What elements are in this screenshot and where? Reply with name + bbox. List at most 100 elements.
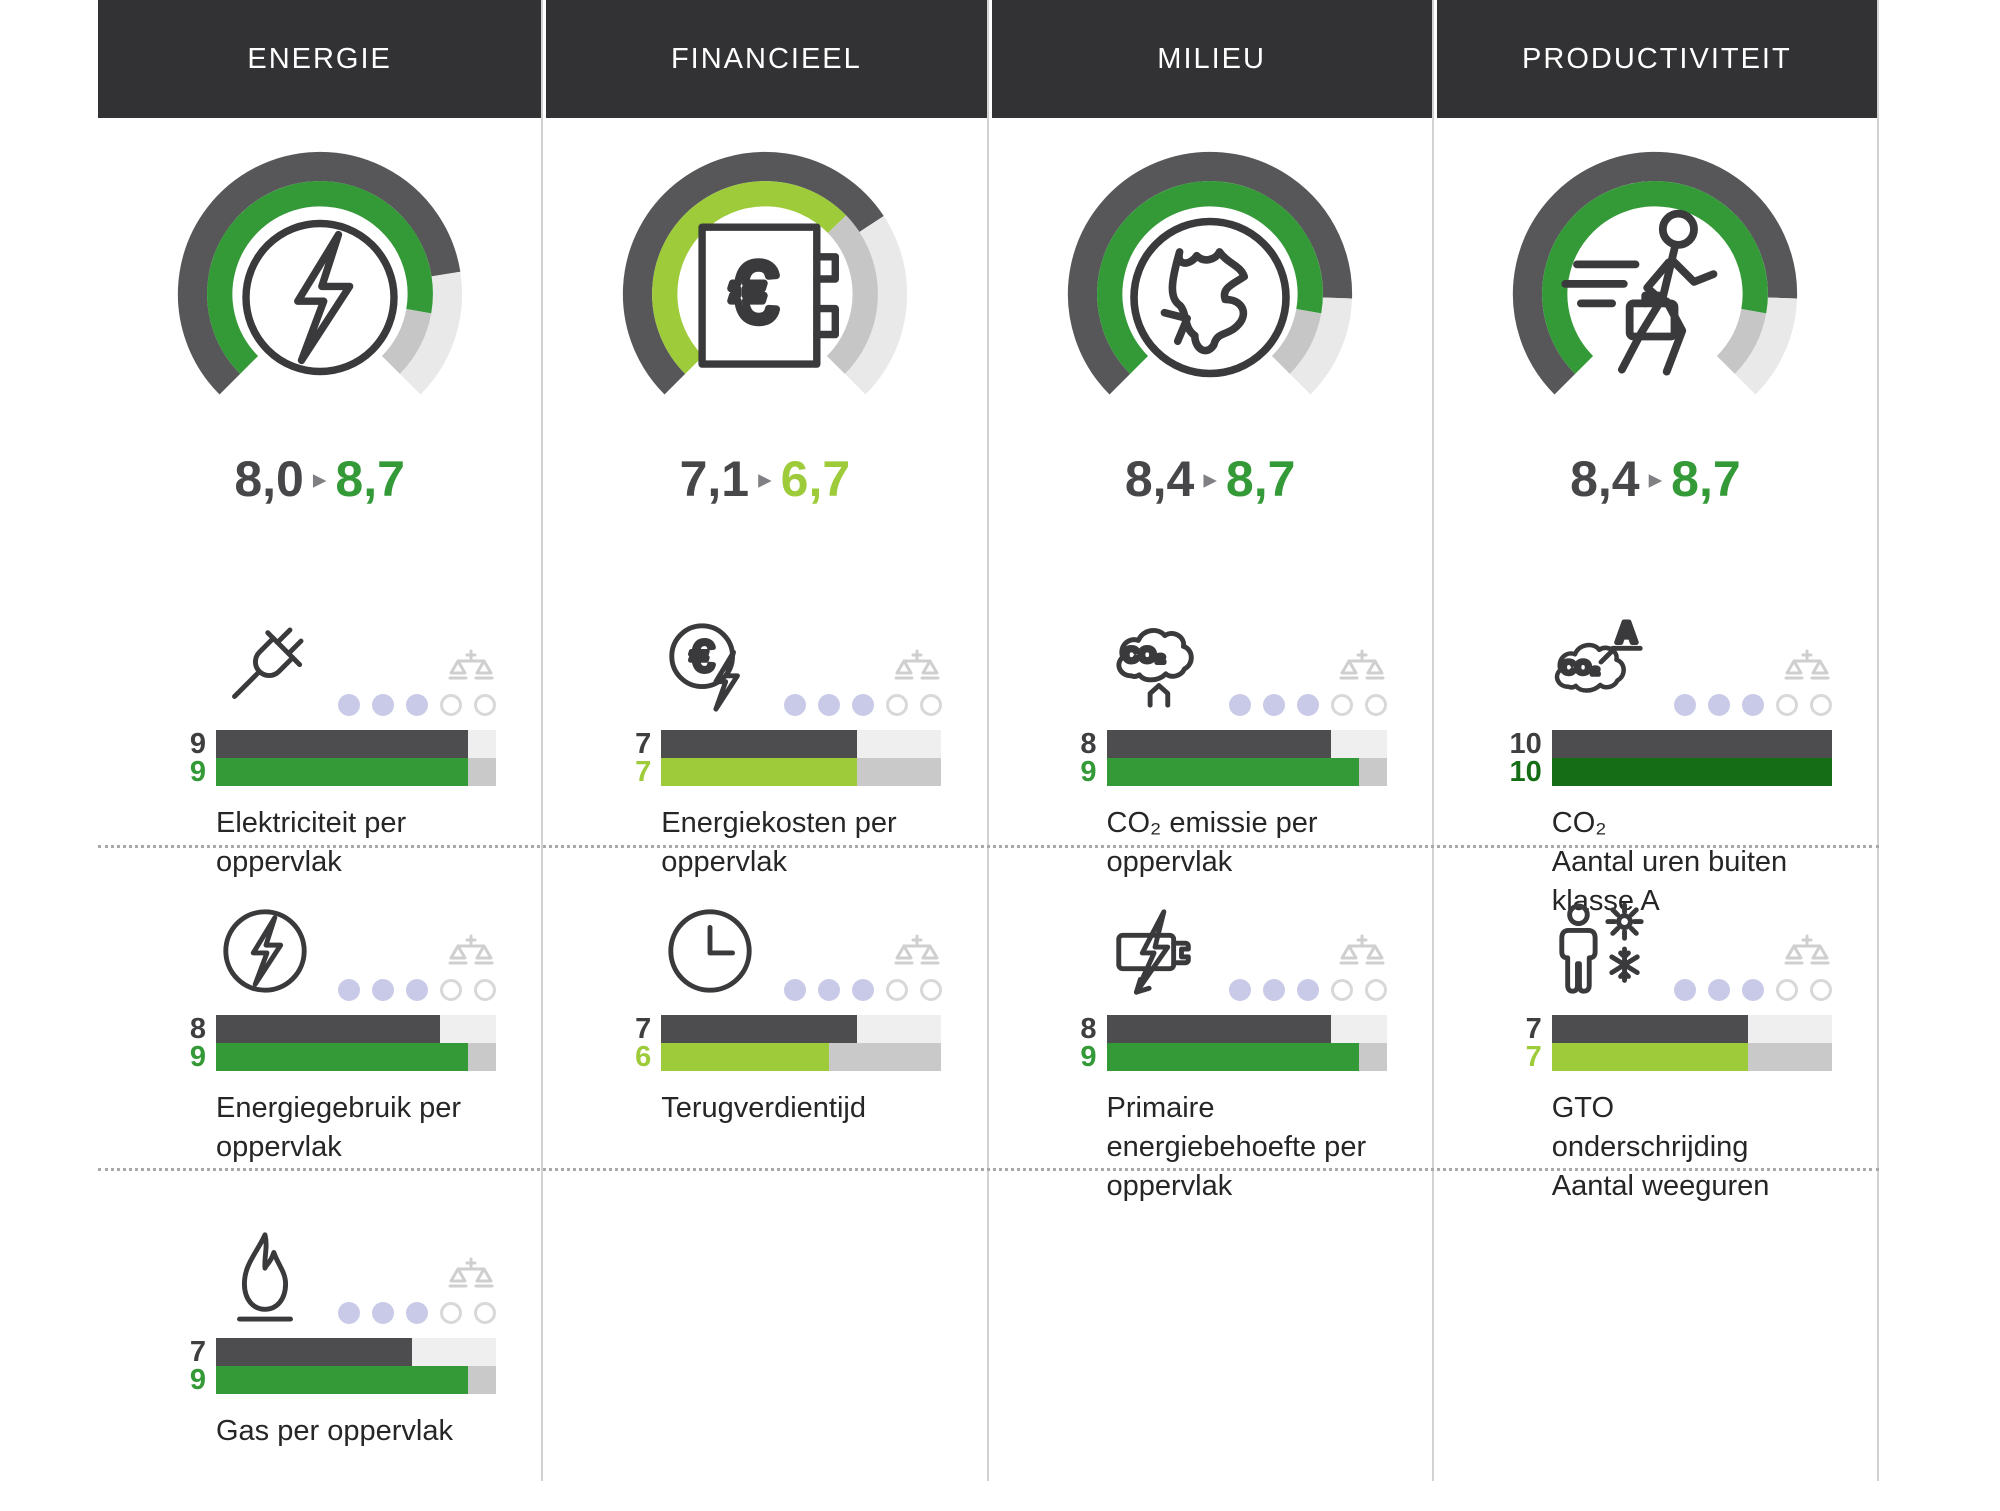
dot-empty (1810, 694, 1832, 716)
old-score: 7 (635, 728, 652, 760)
new-score: 7 (635, 756, 652, 788)
rating-dots (1228, 694, 1387, 716)
globe-icon (1115, 202, 1305, 397)
old-score: 8 (189, 1013, 206, 1045)
old-score: 8 (1080, 1013, 1097, 1045)
column-header-milieu: MILIEU (988, 0, 1432, 118)
score-bars: 8 9 (162, 1013, 496, 1073)
old-score: 7 (1525, 1013, 1542, 1045)
indicator-elektriciteit: 9 9 Elektriciteit per oppervlak (98, 590, 541, 878)
gauge-arc-financieel (622, 151, 907, 395)
column-productiviteit: PRODUCTIVITEIT 8,4 ▸ 8,7 (1433, 0, 1879, 1481)
dot-empty (919, 979, 942, 1001)
dot-filled (1296, 694, 1319, 716)
score-bars: 8 9 (1053, 1013, 1387, 1072)
gauge-arc-energie (177, 151, 462, 395)
column-header-financieel: FINANCIEEL (543, 0, 987, 118)
gauge-scores: 7,1 ▸ 6,7 (543, 450, 986, 508)
new-score: 10 (1509, 756, 1542, 788)
old-score: 10 (1509, 728, 1542, 760)
indicator-label: CO₂ emissie per oppervlak (1106, 807, 1318, 879)
gauge-arc-productiviteit (1513, 151, 1798, 395)
column-milieu: MILIEU 8,4 ▸ 8,7 (988, 0, 1434, 1481)
rating-dots (1228, 979, 1387, 1001)
benchmark-scale-icon (448, 934, 494, 965)
dot-empty (919, 694, 942, 716)
column-financieel: FINANCIEEL 7,1 ▸ 6,7 (543, 0, 989, 1481)
dot-filled (338, 1302, 361, 1324)
arrow-right-icon: ▸ (1648, 464, 1663, 494)
indicator-gas: 7 9 Gas per oppervlak (98, 1198, 541, 1511)
dot-empty (1810, 979, 1832, 1001)
indicator-label: CO₂ Aantal uren buiten klasse A (1551, 807, 1788, 918)
benchmark-scale-icon (1339, 934, 1385, 965)
dotted-separator (98, 1168, 1879, 1171)
dot-empty (885, 694, 908, 716)
dot-filled (1228, 694, 1251, 716)
dot-filled (851, 979, 874, 1001)
old-score: 9 (189, 728, 206, 760)
new-score: 7 (1525, 1041, 1542, 1073)
rating-dots (338, 1302, 497, 1324)
gauge-new-score: 8,7 (335, 451, 405, 507)
score-bars: 8 9 (1053, 728, 1387, 787)
indicator-label: Terugverdientijd (661, 1092, 866, 1124)
benchmark-scale-icon (1784, 934, 1830, 965)
indicator-gto-onderschrijding: 7 7 GTO onderschrijding Aantal weeguren (1434, 875, 1877, 1202)
new-score: 9 (189, 1041, 206, 1073)
indicator-co2-klasse-a: 10 10 CO₂ Aantal uren buiten klasse A (1434, 590, 1877, 917)
indicator-label: Elektriciteit per oppervlak (216, 807, 407, 879)
new-score: 9 (189, 756, 206, 788)
dotted-separator (98, 845, 1879, 848)
dot-filled (1742, 694, 1764, 716)
arrow-right-icon: ▸ (312, 464, 327, 494)
indicator-label: Primaire energiebehoefte per oppervlak (1106, 1092, 1367, 1203)
new-score: 9 (189, 1364, 206, 1396)
indicator-co2-emissie: 8 9 CO₂ emissie per oppervlak (989, 590, 1432, 878)
dot-filled (1228, 979, 1251, 1001)
flame-icon (216, 1224, 314, 1324)
co2-cloud-a-icon (1552, 616, 1650, 716)
dot-empty (440, 694, 463, 716)
indicator-terugverdientijd: 7 6 Terugverdientijd (543, 875, 986, 1198)
gauge-section-energie: 8,0 ▸ 8,7 (98, 148, 541, 590)
score-bars: 9 9 (162, 728, 496, 788)
old-score: 8 (1080, 728, 1097, 760)
dot-empty (1330, 694, 1353, 716)
dot-filled (1262, 979, 1285, 1001)
dot-filled (372, 1302, 395, 1324)
gauge-new-score: 6,7 (780, 451, 851, 507)
column-energie: ENERGIE 8,0 ▸ 8,7 (98, 0, 544, 1481)
score-bars: 7 7 (1498, 1013, 1832, 1073)
co2-cloud-icon (1107, 616, 1205, 716)
dot-empty (1776, 979, 1798, 1001)
dot-filled (817, 694, 840, 716)
gauge-scores: 8,0 ▸ 8,7 (98, 450, 541, 508)
dot-filled (338, 979, 361, 1001)
indicator-label: Energiekosten per oppervlak (661, 807, 897, 879)
score-bars: 7 6 (607, 1013, 942, 1073)
dot-filled (406, 1302, 429, 1324)
rating-dots (783, 979, 942, 1001)
new-score: 6 (635, 1041, 652, 1073)
old-score: 7 (635, 1013, 652, 1045)
old-score: 7 (189, 1336, 206, 1368)
gauge-old-score: 8,4 (1570, 451, 1640, 507)
dot-empty (474, 694, 497, 716)
indicator-energiekosten: 7 7 Energiekosten per oppervlak (543, 590, 986, 878)
dot-filled (817, 979, 840, 1001)
gauge-section-financieel: 7,1 ▸ 6,7 (543, 148, 986, 590)
gauge-new-score: 8,7 (1225, 451, 1296, 507)
dashboard: ENERGIE 8,0 ▸ 8,7 (98, 0, 1879, 1481)
energy-bolt-icon (216, 901, 314, 1001)
indicator-label: Gas per oppervlak (216, 1415, 453, 1447)
dot-empty (474, 1302, 497, 1324)
gauge-old-score: 8,0 (234, 451, 304, 507)
gauge-section-productiviteit: 8,4 ▸ 8,7 (1434, 148, 1877, 590)
gauge-section-milieu: 8,4 ▸ 8,7 (989, 148, 1432, 590)
dot-empty (1364, 694, 1387, 716)
rating-dots (1674, 694, 1832, 716)
dot-empty (440, 979, 463, 1001)
gauge-scores: 8,4 ▸ 8,7 (989, 450, 1432, 508)
rating-dots (338, 694, 497, 716)
